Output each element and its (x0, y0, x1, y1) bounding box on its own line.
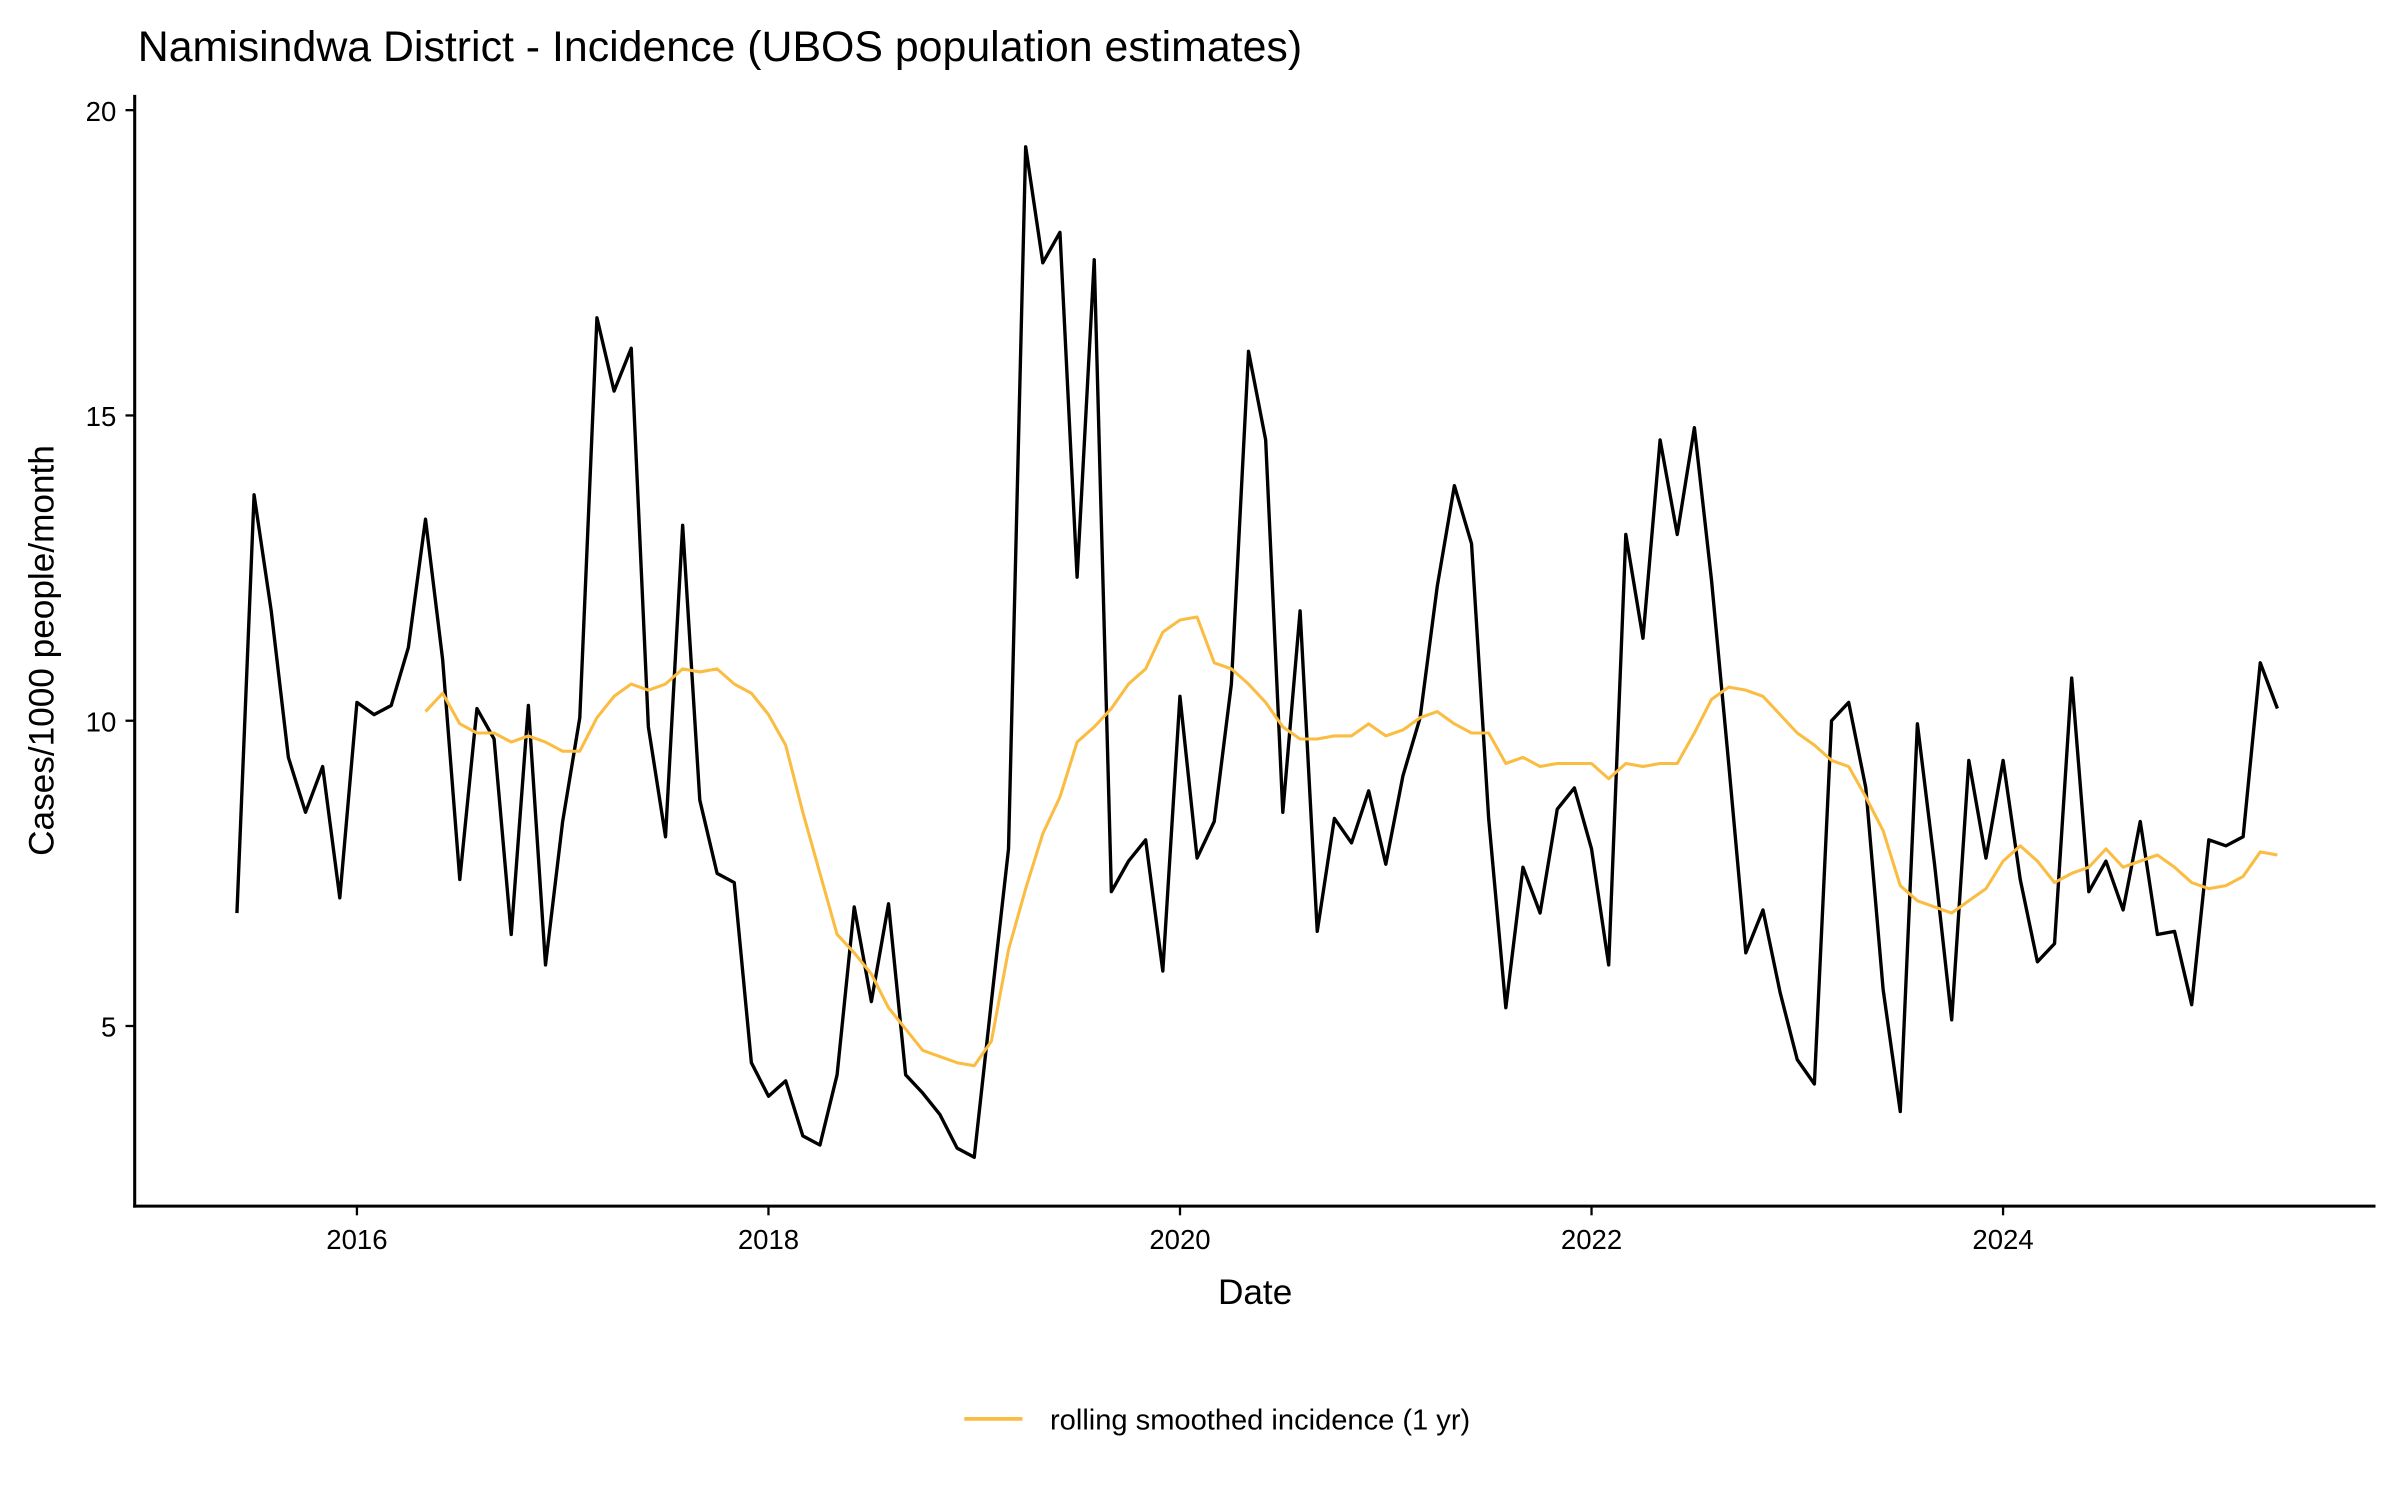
y-tick-label: 20 (86, 96, 117, 127)
y-tick-label: 15 (86, 401, 117, 432)
x-tick-label: 2024 (1972, 1224, 2033, 1255)
series-line-incidence (235, 145, 2279, 1159)
x-tick-label: 2020 (1149, 1224, 1210, 1255)
x-axis-label: Date (1218, 1273, 1292, 1312)
series-line-rolling (424, 615, 2278, 1068)
legend-label-rolling: rolling smoothed incidence (1 yr) (1050, 1405, 1470, 1437)
legend: rolling smoothed incidence (1 yr) (964, 1405, 1470, 1437)
x-tick-label: 2022 (1561, 1224, 1622, 1255)
x-tick-label: 2018 (738, 1224, 799, 1255)
plot-area: 5 10 15 20 2016 2018 2020 2022 2024 (86, 94, 2376, 1255)
chart-title: Namisindwa District - Incidence (UBOS po… (138, 23, 1302, 71)
y-tick-label: 5 (101, 1012, 116, 1043)
x-tick-label: 2016 (326, 1224, 387, 1255)
y-axis-label: Cases/1000 people/month (23, 445, 62, 856)
y-tick-label: 10 (86, 706, 117, 737)
